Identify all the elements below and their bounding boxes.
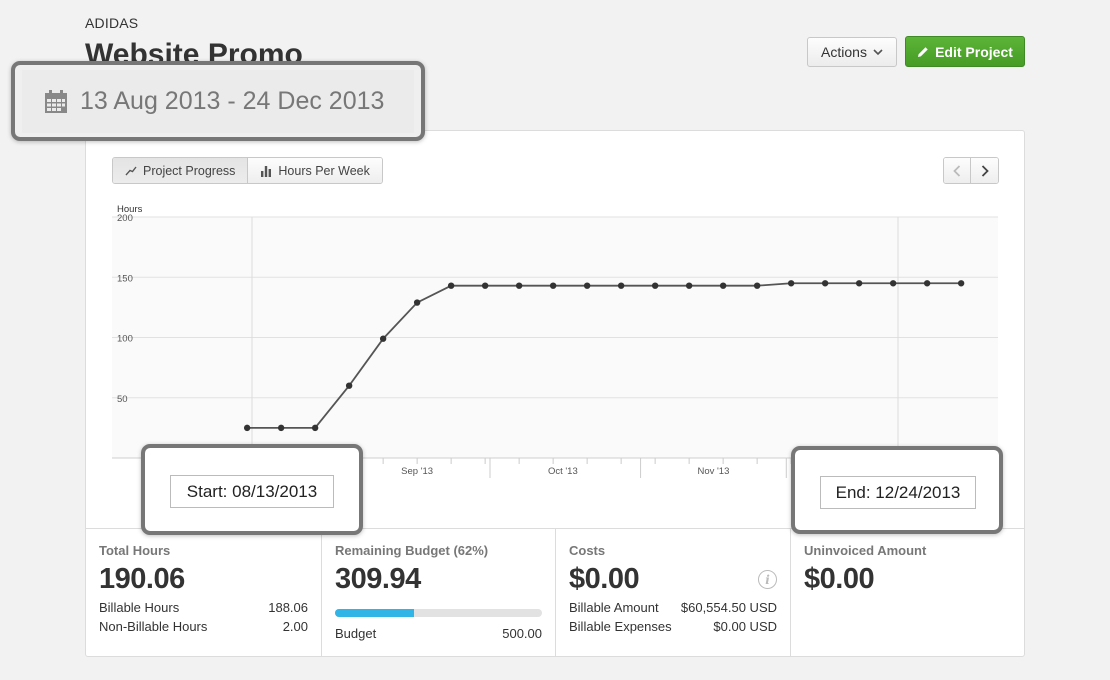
client-name: ADIDAS [85,15,139,31]
data-point [379,335,387,342]
chart-pager [943,157,999,184]
billable-amount-row: Billable Amount $60,554.50 USD [569,600,777,615]
data-point [923,280,931,287]
billable-expenses-row: Billable Expenses $0.00 USD [569,619,777,634]
start-date-label: Start: 08/13/2013 [170,475,334,508]
previous-button[interactable] [944,158,971,183]
edit-project-label: Edit Project [935,43,1013,60]
costs-label: Costs [569,543,606,558]
end-date-callout: End: 12/24/2013 [791,446,1003,534]
chevron-right-icon [981,164,989,177]
billable-amount-value: $60,554.50 USD [680,600,777,615]
data-point [345,382,353,389]
date-range: 13 Aug 2013 - 24 Dec 2013 [22,70,414,133]
billable-expenses-label: Billable Expenses [569,619,672,634]
data-point [243,424,251,432]
tab-hours-per-week[interactable]: Hours Per Week [248,158,382,183]
uninvoiced-label: Uninvoiced Amount [804,543,927,558]
x-tick-label: Nov '13 [697,466,729,477]
data-point [515,282,523,289]
x-tick-label: Sep '13 [401,466,433,477]
date-range-text: 13 Aug 2013 - 24 Dec 2013 [80,87,385,115]
data-point [549,282,557,289]
budget-value: 500.00 [502,626,542,641]
remaining-budget-label: Remaining Budget (62%) [335,543,489,558]
chart-tab-group: Project Progress Hours Per Week [112,157,383,184]
remaining-budget-value: 309.94 [335,563,421,595]
bar-chart-icon [261,165,272,177]
data-point [481,282,489,289]
total-hours-label: Total Hours [99,543,171,558]
non-billable-hours-label: Non-Billable Hours [99,619,208,634]
y-tick-label: 150 [117,273,133,284]
y-tick-label: 200 [117,213,133,224]
data-point [413,299,421,306]
y-tick-label: 100 [117,334,133,345]
total-hours-card: Total Hours 190.06 Billable Hours 188.06… [86,529,322,656]
next-button[interactable] [971,158,998,183]
chevron-down-icon [873,48,883,55]
chevron-left-icon [953,164,961,177]
billable-hours-row: Billable Hours 188.06 [99,600,308,615]
project-progress-chart: Hours 50 100 150 200 Sep '13 Oct '13 Nov '13 [112,204,998,478]
data-point [311,424,319,432]
date-range-callout: 13 Aug 2013 - 24 Dec 2013 [11,61,425,141]
tab-project-progress[interactable]: Project Progress [113,158,249,183]
uninvoiced-value: $0.00 [804,563,875,595]
data-point [855,280,863,287]
x-tick-label: Oct '13 [548,466,578,477]
data-point [685,282,693,289]
data-point [583,282,591,289]
billable-hours-label: Billable Hours [99,600,180,615]
calendar-icon [45,89,67,113]
costs-value: $0.00 [569,563,640,595]
data-point [753,282,761,289]
billable-hours-value: 188.06 [268,600,308,615]
data-point [957,280,965,287]
y-axis-label: Hours [117,204,143,215]
budget-progress-bar [335,609,542,617]
remaining-budget-card: Remaining Budget (62%) 309.94 Budget 500… [322,529,556,656]
data-point [719,282,727,289]
edit-project-button[interactable]: Edit Project [905,36,1025,67]
budget-progress-fill [335,609,414,617]
pencil-icon [918,46,928,57]
billable-amount-label: Billable Amount [569,600,659,615]
billable-expenses-value: $0.00 USD [713,619,777,634]
y-tick-label: 50 [117,394,128,405]
budget-row: Budget 500.00 [335,626,542,641]
tab-project-progress-label: Project Progress [143,163,236,178]
data-point [651,282,659,289]
costs-card: Costs i $0.00 Billable Amount $60,554.50… [556,529,791,656]
end-date-label: End: 12/24/2013 [820,476,976,509]
uninvoiced-card: Uninvoiced Amount $0.00 [791,529,1024,656]
non-billable-hours-value: 2.00 [282,619,308,634]
data-point [821,280,829,287]
data-point [787,280,795,287]
actions-label: Actions [821,44,867,60]
info-icon[interactable]: i [758,570,777,589]
actions-button[interactable]: Actions [807,37,897,67]
tab-hours-per-week-label: Hours Per Week [278,163,370,178]
budget-label: Budget [335,626,377,641]
data-point [447,282,455,289]
data-point [617,282,625,289]
non-billable-hours-row: Non-Billable Hours 2.00 [99,619,308,634]
total-hours-value: 190.06 [99,563,185,595]
start-date-callout: Start: 08/13/2013 [141,444,363,535]
line-chart-icon [125,166,137,175]
data-point [889,280,897,287]
stats-bar: Total Hours 190.06 Billable Hours 188.06… [86,528,1024,656]
data-point [277,424,285,432]
progress-line [247,282,962,429]
